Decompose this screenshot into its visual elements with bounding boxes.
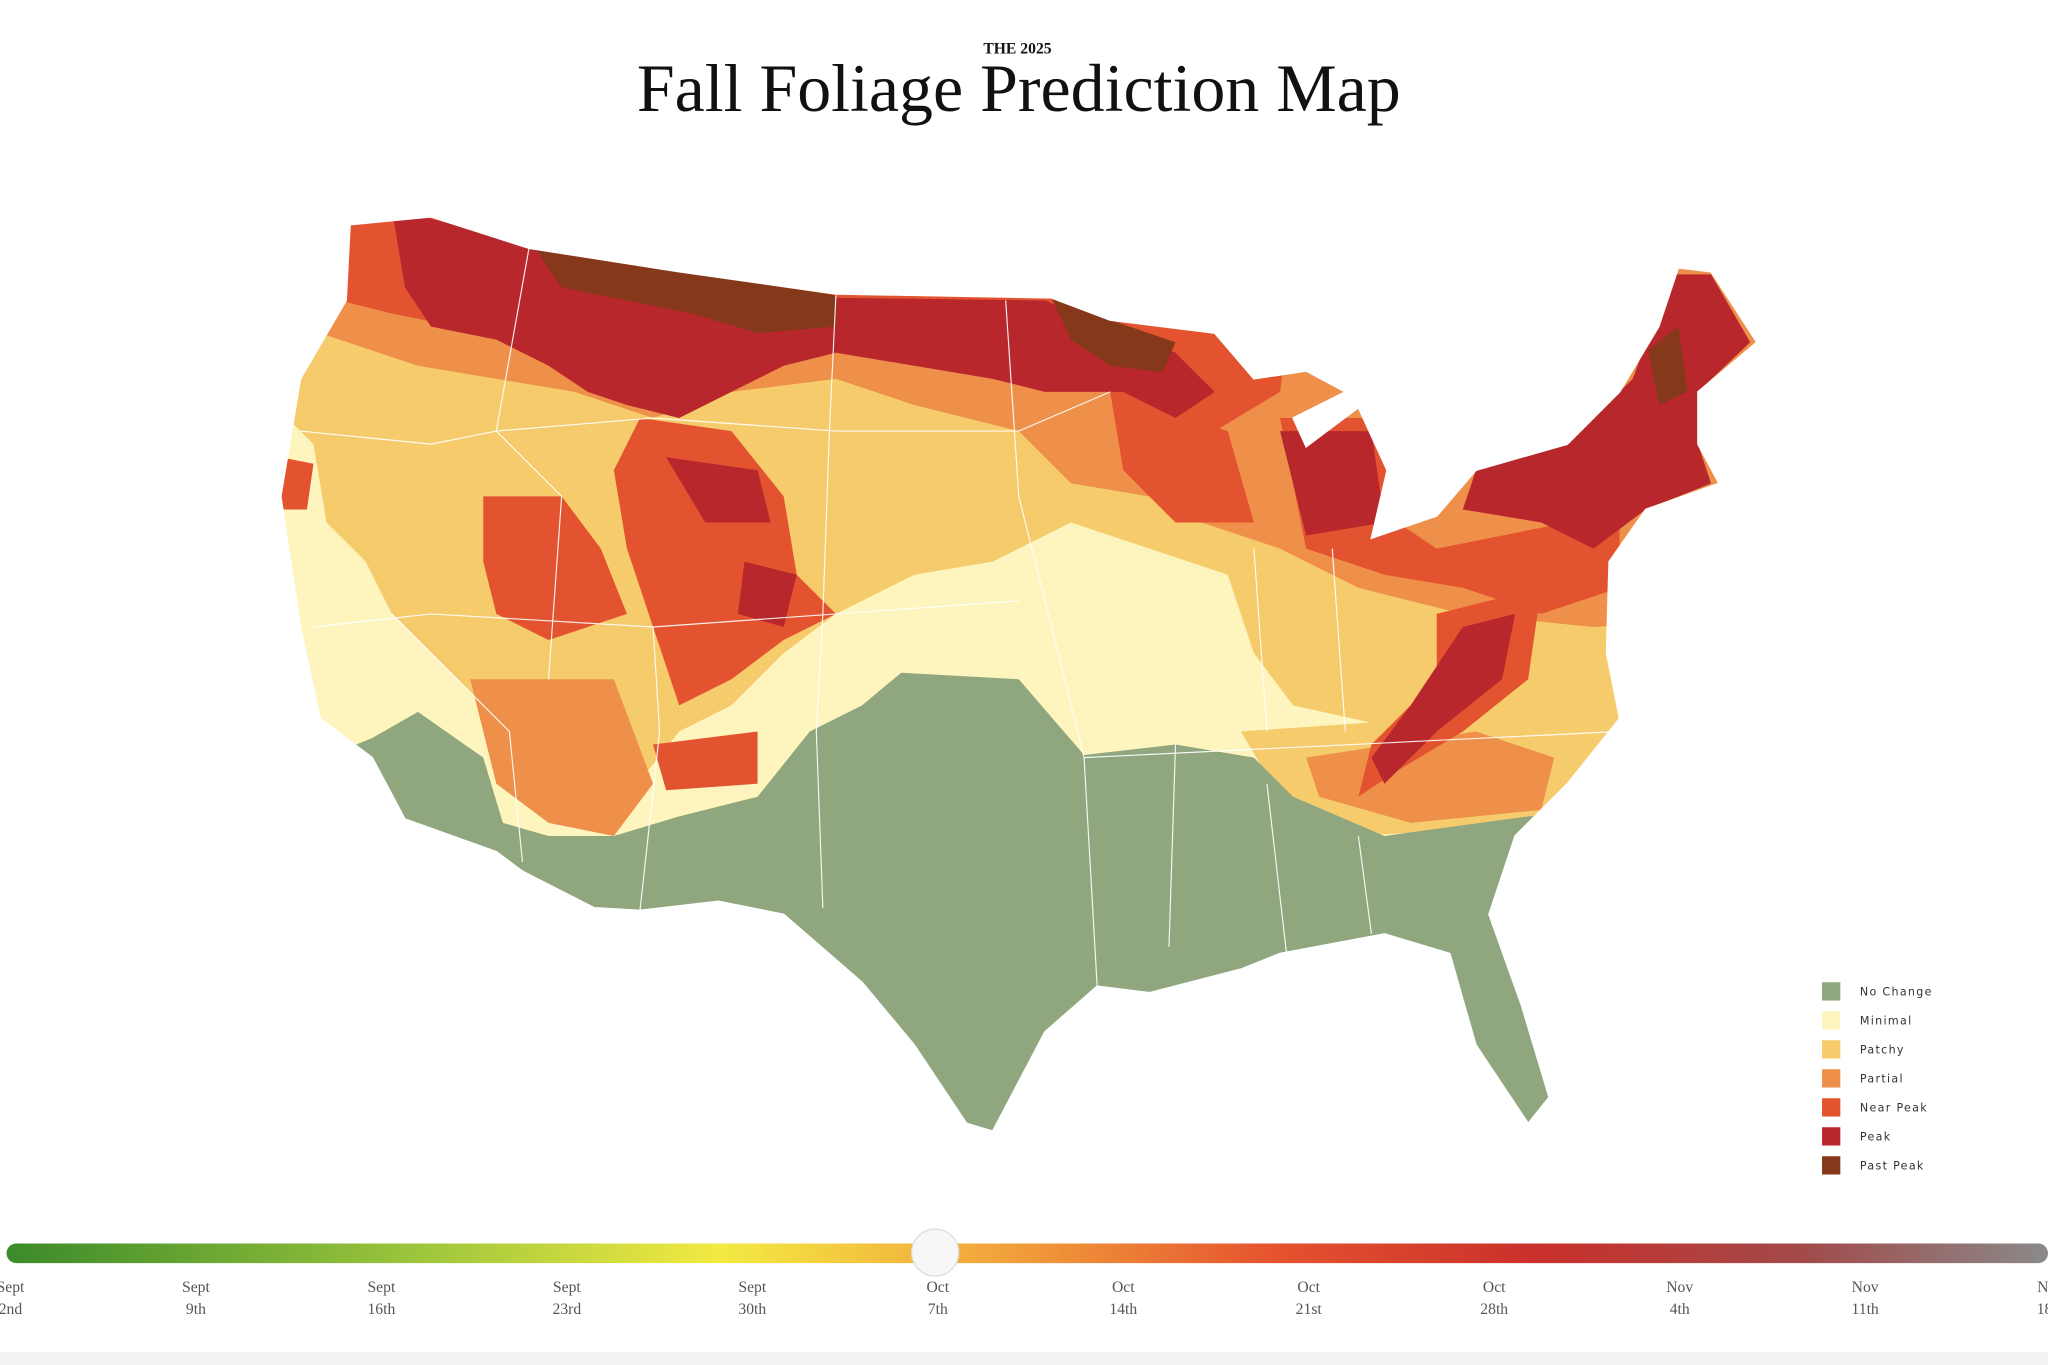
region	[1110, 391, 1254, 523]
timeline-month[interactable]: Nov	[2037, 1279, 2048, 1296]
title-kicker: THE 2025	[983, 41, 1051, 58]
timeline-month[interactable]: Nov	[1666, 1279, 1693, 1296]
legend-label: No Change	[1860, 985, 1933, 998]
state-borders	[300, 248, 1620, 987]
timeline-month[interactable]: Oct	[926, 1279, 949, 1296]
region	[1051, 297, 1176, 373]
region	[1462, 274, 1751, 549]
timeline-track[interactable]	[6, 1243, 2048, 1264]
timeline-day[interactable]: 14th	[1109, 1301, 1137, 1318]
timeline-day[interactable]: 16th	[367, 1301, 395, 1318]
timeline-day[interactable]: 2nd	[0, 1301, 22, 1318]
timeline-month[interactable]: Sept	[182, 1279, 210, 1296]
timeline-day[interactable]: 18th	[2037, 1301, 2048, 1318]
timeline-day[interactable]: 11th	[1852, 1301, 1879, 1318]
timeline-month[interactable]: Oct	[1483, 1279, 1506, 1296]
region	[535, 248, 836, 334]
timeline-month[interactable]: Sept	[738, 1279, 766, 1296]
legend-label: Partial	[1860, 1072, 1904, 1085]
legend-swatch	[1822, 1156, 1841, 1175]
timeline-day[interactable]: 4th	[1670, 1301, 1690, 1318]
timeline-month[interactable]: Nov	[1852, 1279, 1879, 1296]
timeline-labels: Sept 2nd Sept 9th Sept 16th Sept 23rd Sept 30th Oc…	[0, 1279, 2048, 1318]
timeline-month[interactable]: Oct	[1297, 1279, 1320, 1296]
region	[737, 561, 797, 627]
timeline-day[interactable]: 21st	[1296, 1301, 1323, 1318]
legend-swatch	[1822, 1011, 1841, 1030]
timeline-day[interactable]: 28th	[1480, 1301, 1508, 1318]
region	[1306, 731, 1555, 823]
legend-label: Minimal	[1860, 1014, 1913, 1027]
timeline-day[interactable]: 9th	[186, 1301, 206, 1318]
timeline-day[interactable]: 30th	[738, 1301, 766, 1318]
region	[613, 418, 836, 706]
us-map	[280, 216, 1757, 1132]
legend-swatch	[1822, 1098, 1841, 1117]
bottom-shadow	[0, 1351, 2048, 1365]
timeline-month[interactable]: Sept	[553, 1279, 581, 1296]
legend-label: Peak	[1860, 1130, 1892, 1143]
region	[1648, 326, 1688, 405]
region	[653, 731, 758, 791]
legend-swatch	[1822, 982, 1841, 1001]
legend-swatch	[1822, 1127, 1841, 1146]
legend: No Change Minimal Patchy Partial Near Peak Pe…	[1822, 982, 1933, 1175]
title: Fall Foliage Prediction Map	[637, 50, 1401, 126]
legend-swatch	[1822, 1040, 1841, 1059]
region	[483, 496, 627, 641]
timeline-day[interactable]: 7th	[928, 1301, 948, 1318]
timeline-month[interactable]: Sept	[367, 1279, 395, 1296]
legend-label: Near Peak	[1860, 1101, 1928, 1114]
timeline-handle[interactable]	[911, 1228, 960, 1277]
timeline-month[interactable]: Oct	[1112, 1279, 1135, 1296]
region	[666, 457, 771, 523]
legend-swatch	[1822, 1069, 1841, 1088]
legend-label: Patchy	[1860, 1043, 1905, 1056]
region	[280, 457, 314, 510]
timeline-day[interactable]: 23rd	[553, 1301, 582, 1318]
region	[1280, 431, 1385, 536]
timeline-month[interactable]: Sept	[0, 1279, 25, 1296]
legend-label: Past Peak	[1860, 1159, 1925, 1172]
